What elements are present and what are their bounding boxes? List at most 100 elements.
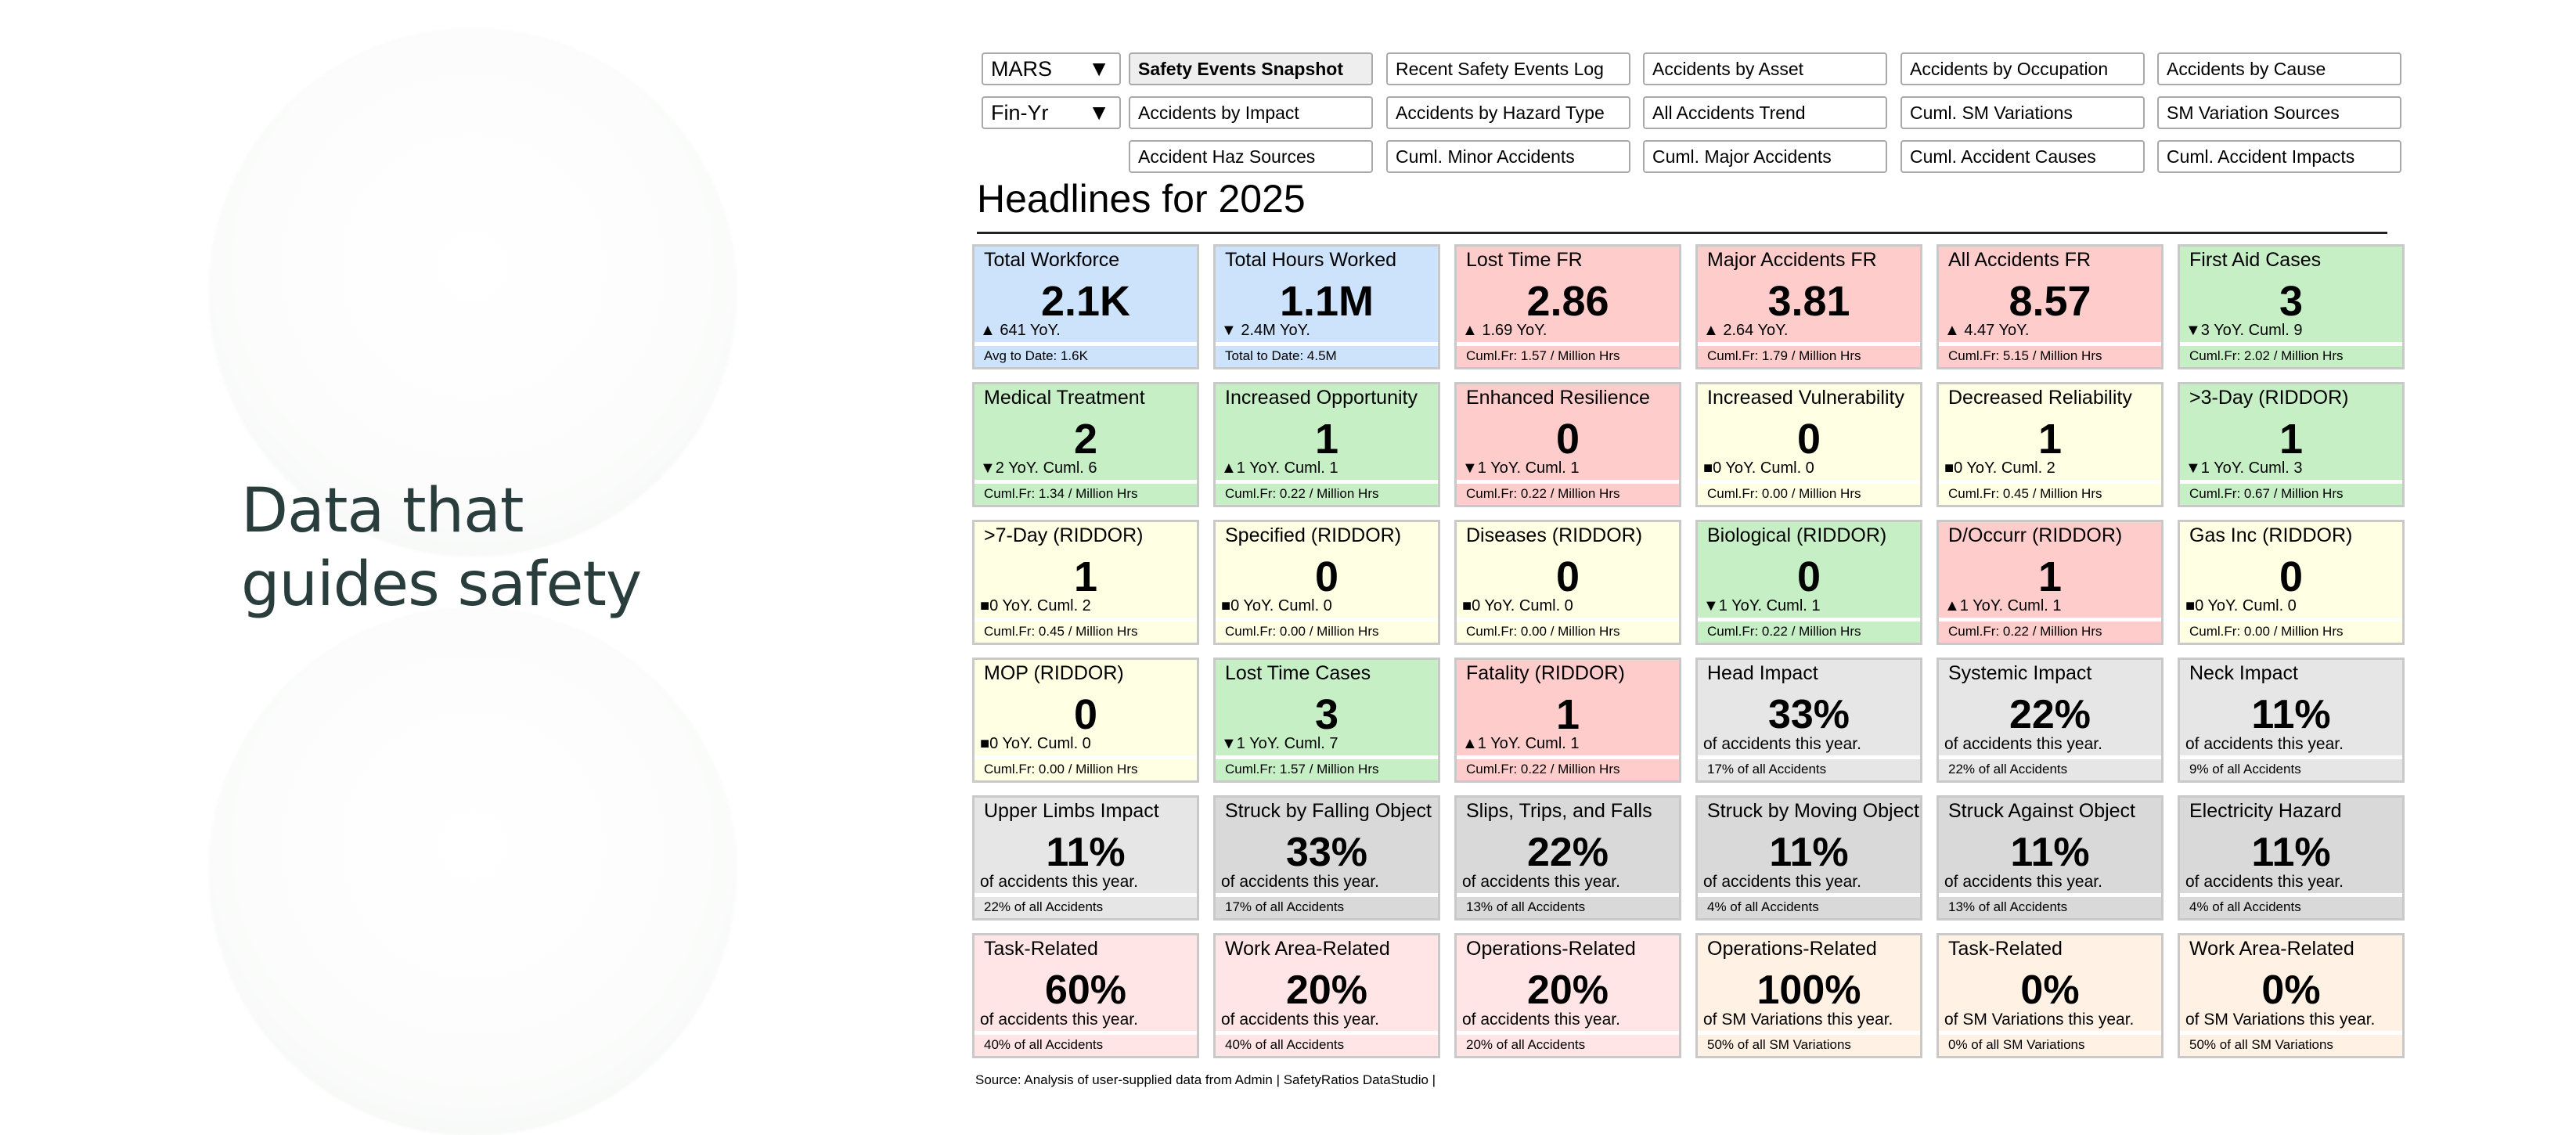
nav-cuml-major-accidents[interactable]: Cuml. Major Accidents [1643,140,1887,173]
kpi-footnote: Cuml.Fr: 0.22 / Million Hrs [1707,624,1861,639]
kpi-card-gas-inc-riddor: Gas Inc (RIDDOR) 0 ■0 YoY. Cuml. 0 Cuml.Fr:… [2178,520,2405,645]
kpi-value: 22% [2009,692,2091,737]
kpi-footnote: 17% of all Accidents [1225,899,1345,914]
kpi-card-operations-related: Operations-Related 100% of SM Variations t… [1695,933,1922,1058]
kpi-divider [975,342,1197,346]
kpi-card-head-impact: Head Impact 33% of accidents this year. 17%… [1695,658,1922,783]
kpi-divider [1939,618,2161,622]
kpi-divider [1698,893,1920,897]
nav-sm-variation-sources[interactable]: SM Variation Sources [2157,96,2401,129]
chevron-down-icon: ▼ [1088,100,1110,124]
kpi-divider [2180,1031,2402,1035]
nav-accidents-by-asset[interactable]: Accidents by Asset [1643,52,1887,85]
kpi-title: Operations-Related [1466,938,1636,960]
kpi-title: Major Accidents FR [1707,249,1877,271]
kpi-title: Struck by Falling Object [1225,800,1432,822]
kpi-card-specified-riddor: Specified (RIDDOR) 0 ■0 YoY. Cuml. 0 Cuml.F… [1213,520,1440,645]
kpi-card-mop-riddor: MOP (RIDDOR) 0 ■0 YoY. Cuml. 0 Cuml.Fr: 0.0… [972,658,1199,783]
kpi-footnote: 4% of all Accidents [2189,899,2301,914]
kpi-divider [1939,480,2161,484]
kpi-footnote: 40% of all Accidents [984,1037,1104,1052]
kpi-value: 1 [2279,416,2304,463]
kpi-trend: ▼1 YoY. Cuml. 7 [1221,735,1338,752]
kpi-trend: of accidents this year. [1703,873,1861,891]
nav-cuml-minor-accidents[interactable]: Cuml. Minor Accidents [1386,140,1630,173]
kpi-title: Specified (RIDDOR) [1225,524,1402,546]
kpi-card-increased-vulnerability: Increased Vulnerability 0 ■0 YoY. Cuml. 0 C… [1695,382,1922,507]
nav-accidents-by-hazard-type[interactable]: Accidents by Hazard Type [1386,96,1630,129]
kpi-card-lost-time-cases: Lost Time Cases 3 ▼1 YoY. Cuml. 7 Cuml.Fr: … [1213,658,1440,783]
kpi-divider [975,480,1197,484]
kpi-trend: ■0 YoY. Cuml. 0 [2185,597,2297,614]
kpi-title: Systemic Impact [1948,662,2092,684]
kpi-footnote: Cuml.Fr: 1.57 / Million Hrs [1225,762,1379,776]
background-circle-bottom [210,609,736,1135]
kpi-trend: of accidents this year. [1221,873,1379,891]
kpi-divider [1698,618,1920,622]
kpi-footnote: 13% of all Accidents [1466,899,1586,914]
nav-accidents-by-cause[interactable]: Accidents by Cause [2157,52,2401,85]
kpi-divider [1216,755,1438,759]
kpi-value: 3 [1314,691,1339,738]
kpi-trend: ▲1 YoY. Cuml. 1 [1462,735,1580,752]
kpi-value: 8.57 [2009,278,2091,325]
kpi-card-medical-treatment: Medical Treatment 2 ▼2 YoY. Cuml. 6 Cuml.Fr… [972,382,1199,507]
nav-cuml-accident-causes[interactable]: Cuml. Accident Causes [1900,140,2145,173]
kpi-value: 0 [1073,691,1098,738]
kpi-divider [1457,893,1679,897]
kpi-trend: of accidents this year. [1703,735,1861,753]
kpi-value: 100% [1756,967,1861,1013]
nav-accidents-by-impact[interactable]: Accidents by Impact [1129,96,1373,129]
kpi-title: Fatality (RIDDOR) [1466,662,1625,684]
kpi-trend: ▼ 2.4M YoY. [1221,322,1310,339]
kpi-trend: ▼1 YoY. Cuml. 3 [2185,459,2303,477]
kpi-card-struck-by-falling-object: Struck by Falling Object 33% of accidents … [1213,795,1440,921]
kpi-title: Operations-Related [1707,938,1877,960]
kpi-card-7-day-riddor: >7-Day (RIDDOR) 1 ■0 YoY. Cuml. 2 Cuml.Fr: … [972,520,1199,645]
kpi-title: Lost Time Cases [1225,662,1371,684]
nav-accidents-by-occupation[interactable]: Accidents by Occupation [1900,52,2145,85]
kpi-card-slips-trips-and-falls: Slips, Trips, and Falls 22% of accidents t… [1454,795,1681,921]
nav-cuml-sm-variations[interactable]: Cuml. SM Variations [1900,96,2145,129]
kpi-card-upper-limbs-impact: Upper Limbs Impact 11% of accidents this y… [972,795,1199,921]
kpi-value: 1.1M [1279,278,1374,325]
kpi-card-fatality-riddor: Fatality (RIDDOR) 1 ▲1 YoY. Cuml. 1 Cuml.Fr… [1454,658,1681,783]
kpi-divider [2180,480,2402,484]
kpi-divider [1698,480,1920,484]
chevron-down-icon: ▼ [1088,56,1110,81]
kpi-card-all-accidents-fr: All Accidents FR 8.57 ▲ 4.47 YoY. Cuml.Fr: … [1937,244,2163,369]
region-select[interactable]: MARS ▼ [982,52,1121,85]
kpi-divider [1698,1031,1920,1035]
kpi-card-operations-related: Operations-Related 20% of accidents this y… [1454,933,1681,1058]
kpi-title: Struck by Moving Object [1707,800,1919,822]
kpi-divider [975,893,1197,897]
kpi-footnote: 9% of all Accidents [2189,762,2301,776]
kpi-footnote: 0% of all SM Variations [1948,1037,2085,1052]
kpi-title: Task-Related [984,938,1098,960]
kpi-title: Total Workforce [984,249,1120,271]
kpi-trend: ■0 YoY. Cuml. 2 [980,597,1091,614]
kpi-value: 20% [1526,967,1609,1013]
nav-accident-haz-sources[interactable]: Accident Haz Sources [1129,140,1373,173]
period-select[interactable]: Fin-Yr ▼ [982,96,1121,129]
nav-safety-events-snapshot[interactable]: Safety Events Snapshot [1129,52,1373,85]
nav-all-accidents-trend[interactable]: All Accidents Trend [1643,96,1887,129]
kpi-value: 2.1K [1040,278,1131,325]
kpi-divider [1939,342,2161,346]
region-select-value: MARS [991,57,1053,81]
kpi-value: 0% [2261,967,2321,1013]
kpi-trend: of accidents this year. [980,1011,1138,1029]
kpi-trend: ▼2 YoY. Cuml. 6 [980,459,1097,477]
kpi-trend: of accidents this year. [2185,873,2344,891]
kpi-trend: of SM Variations this year. [2185,1011,2376,1029]
kpi-card-total-hours-worked: Total Hours Worked 1.1M ▼ 2.4M YoY. Total t… [1213,244,1440,369]
kpi-title: Upper Limbs Impact [984,800,1159,822]
kpi-divider [1216,1031,1438,1035]
kpi-footnote: Cuml.Fr: 1.79 / Million Hrs [1707,348,1861,363]
nav-recent-safety-events-log[interactable]: Recent Safety Events Log [1386,52,1630,85]
kpi-footnote: 22% of all Accidents [984,899,1104,914]
kpi-footnote: Cuml.Fr: 0.00 / Million Hrs [1225,624,1379,639]
kpi-divider [1457,618,1679,622]
hero-line-1: Data that [241,476,524,546]
nav-cuml-accident-impacts[interactable]: Cuml. Accident Impacts [2157,140,2401,173]
